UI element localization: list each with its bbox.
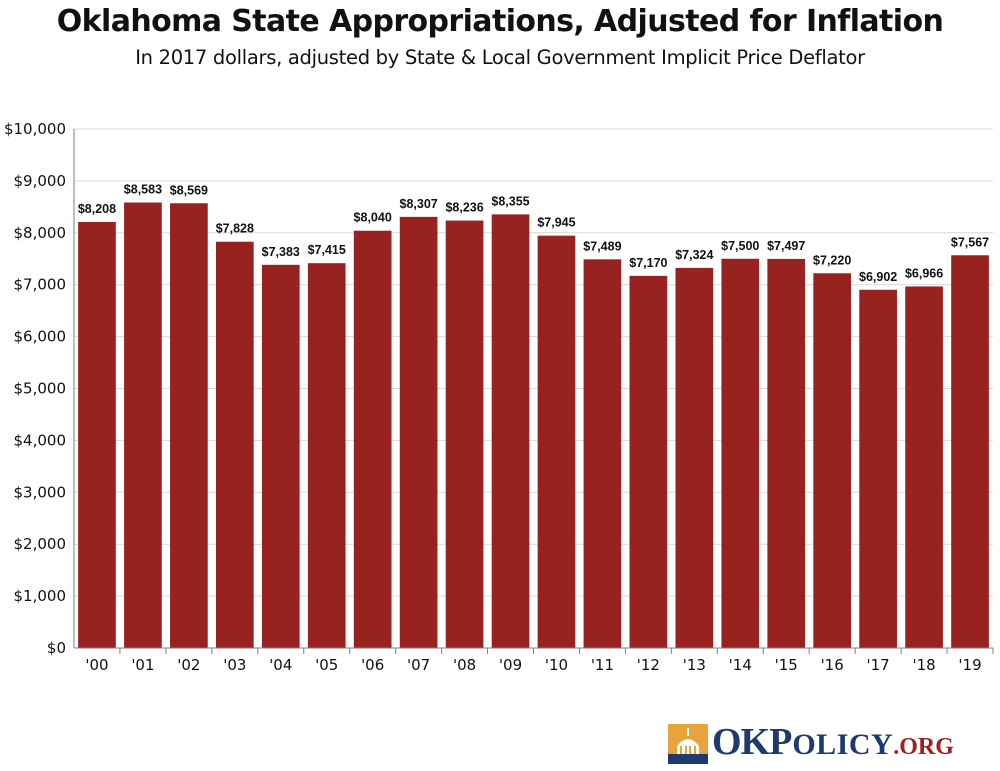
y-tick-label: $1,000 xyxy=(14,587,67,605)
x-tick-label: '10 xyxy=(545,656,568,674)
y-tick-label: $4,000 xyxy=(14,431,67,449)
bar xyxy=(215,241,254,648)
y-tick-label: $2,000 xyxy=(14,535,67,553)
bar xyxy=(675,267,714,648)
x-tick-label: '00 xyxy=(85,656,108,674)
bar xyxy=(951,255,989,648)
capitol-dome-icon xyxy=(668,724,708,764)
data-label: $8,208 xyxy=(78,202,116,216)
chart-subtitle: In 2017 dollars, adjusted by State & Loc… xyxy=(135,46,865,69)
logo-p: P xyxy=(769,721,793,763)
x-tick-label: '14 xyxy=(729,656,752,674)
okpolicy-logo: OKPOLICY.ORG xyxy=(668,722,994,766)
x-tick-label: '18 xyxy=(912,656,935,674)
data-label: $7,567 xyxy=(951,235,989,249)
y-tick-label: $3,000 xyxy=(14,483,67,501)
x-tick-label: '05 xyxy=(315,656,338,674)
x-tick-label: '09 xyxy=(499,656,522,674)
bar xyxy=(78,222,116,648)
bar xyxy=(491,214,530,649)
x-tick-label: '11 xyxy=(591,656,614,674)
gridlines xyxy=(74,128,993,597)
x-tick-label: '16 xyxy=(821,656,844,674)
bar xyxy=(445,220,484,648)
bar xyxy=(859,289,897,648)
bar xyxy=(261,264,300,648)
data-label: $7,220 xyxy=(813,253,851,267)
data-label: $7,489 xyxy=(583,239,621,253)
x-tick-label: '08 xyxy=(453,656,476,674)
logo-wordmark: OKPOLICY.ORG xyxy=(712,722,954,770)
y-tick-label: $0 xyxy=(47,639,66,657)
bar xyxy=(629,275,668,648)
bar xyxy=(399,216,438,648)
data-label: $7,170 xyxy=(629,256,667,270)
x-tick-label: '07 xyxy=(407,656,430,674)
data-label: $7,945 xyxy=(537,216,575,230)
y-tick-label: $6,000 xyxy=(14,328,67,346)
value-labels: $8,208 $8,583 $8,569 $7,828 $7,383 $7,415 $8,0… xyxy=(78,183,989,284)
data-label: $8,569 xyxy=(170,183,208,197)
data-label: $7,497 xyxy=(767,239,805,253)
y-tick-label: $5,000 xyxy=(14,380,67,398)
bar xyxy=(537,235,576,649)
x-tick-label: '17 xyxy=(867,656,890,674)
y-tick-label: $9,000 xyxy=(14,172,67,190)
chart-title: Oklahoma State Appropriations, Adjusted … xyxy=(56,4,944,39)
logo-org: .ORG xyxy=(893,734,954,760)
data-label: $6,902 xyxy=(859,270,897,284)
logo-ok: OK xyxy=(712,721,770,763)
bars xyxy=(78,202,989,649)
x-tick-label: '03 xyxy=(223,656,246,674)
data-label: $6,966 xyxy=(905,266,943,280)
data-label: $8,355 xyxy=(491,194,529,208)
data-label: $8,583 xyxy=(124,183,162,197)
y-tick-label: $10,000 xyxy=(4,120,66,138)
bar xyxy=(583,259,622,648)
data-label: $7,415 xyxy=(308,243,346,257)
x-tick-label: '19 xyxy=(958,656,981,674)
logo-olicy: OLICY xyxy=(792,728,894,761)
x-tick-label: '01 xyxy=(131,656,154,674)
y-tick-label: $8,000 xyxy=(14,224,67,242)
bar xyxy=(124,202,162,648)
x-tick-label: '15 xyxy=(775,656,798,674)
x-tick-label: '12 xyxy=(637,656,660,674)
bar xyxy=(307,263,346,648)
x-tick-label: '13 xyxy=(683,656,706,674)
data-label: $7,383 xyxy=(262,245,300,259)
x-tick-label: '04 xyxy=(269,656,292,674)
data-label: $8,307 xyxy=(400,197,438,211)
data-label: $7,324 xyxy=(675,248,713,262)
bar xyxy=(767,258,806,648)
bar xyxy=(170,203,208,648)
axes: $0 $1,000 $2,000 $3,000 $4,000 $5,000 $6,000 $7… xyxy=(4,120,994,674)
bar xyxy=(353,230,392,648)
y-tick-label: $7,000 xyxy=(14,276,67,294)
bar xyxy=(905,286,943,648)
data-label: $7,828 xyxy=(216,222,254,236)
data-label: $7,500 xyxy=(721,239,759,253)
bar xyxy=(721,258,760,648)
x-tick-label: '06 xyxy=(361,656,384,674)
data-label: $8,236 xyxy=(445,201,483,215)
x-tick-label: '02 xyxy=(177,656,200,674)
bar xyxy=(813,273,852,648)
data-label: $8,040 xyxy=(354,211,392,225)
